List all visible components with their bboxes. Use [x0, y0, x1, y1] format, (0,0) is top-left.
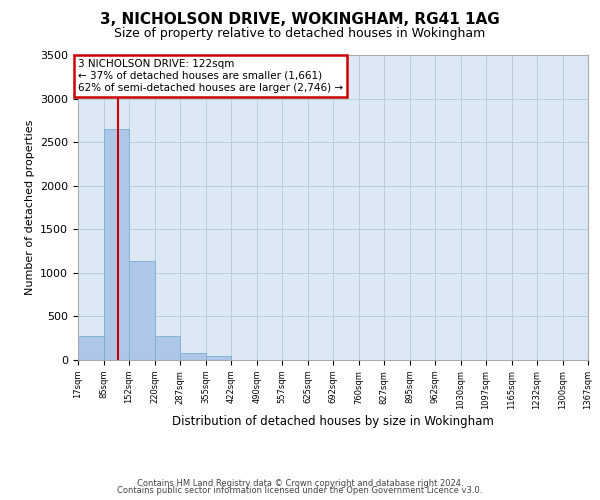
Bar	[155, 336, 180, 360]
Text: 3, NICHOLSON DRIVE, WOKINGHAM, RG41 1AG: 3, NICHOLSON DRIVE, WOKINGHAM, RG41 1AG	[100, 12, 500, 28]
Y-axis label: Number of detached properties: Number of detached properties	[25, 120, 35, 295]
Text: 3 NICHOLSON DRIVE: 122sqm
← 37% of detached houses are smaller (1,661)
62% of se: 3 NICHOLSON DRIVE: 122sqm ← 37% of detac…	[78, 60, 343, 92]
Text: Contains HM Land Registry data © Crown copyright and database right 2024.: Contains HM Land Registry data © Crown c…	[137, 478, 463, 488]
Bar	[206, 356, 231, 360]
Bar	[129, 260, 155, 360]
Bar	[180, 352, 206, 360]
Bar	[78, 336, 104, 360]
Text: Contains public sector information licensed under the Open Government Licence v3: Contains public sector information licen…	[118, 486, 482, 495]
Text: Size of property relative to detached houses in Wokingham: Size of property relative to detached ho…	[115, 28, 485, 40]
Bar	[104, 129, 129, 360]
X-axis label: Distribution of detached houses by size in Wokingham: Distribution of detached houses by size …	[172, 414, 494, 428]
